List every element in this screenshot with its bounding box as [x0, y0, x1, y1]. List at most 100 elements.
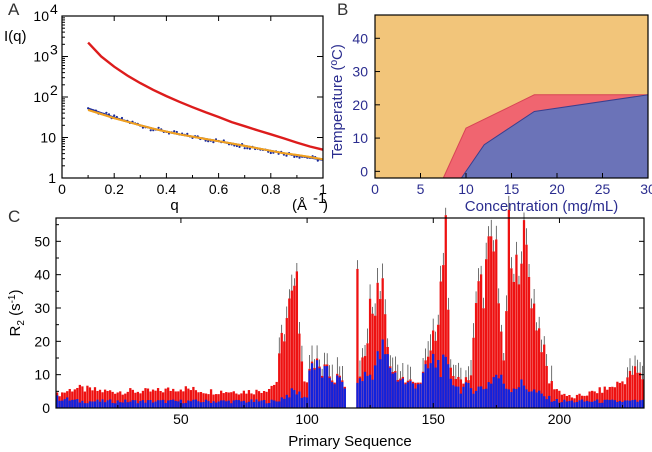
bar-red — [621, 381, 624, 408]
bar-red — [81, 386, 84, 408]
x-tick-label: 15 — [504, 181, 520, 197]
bar-blue — [596, 399, 599, 408]
bar-red — [240, 393, 243, 408]
bar-blue — [474, 390, 478, 408]
bar-blue — [96, 399, 99, 408]
bar-blue — [124, 399, 127, 408]
bar-blue — [563, 399, 566, 408]
bar-blue — [394, 372, 397, 408]
bar-red — [136, 391, 140, 408]
bar-blue — [434, 367, 437, 408]
bar-blue — [585, 400, 589, 408]
bar-blue — [194, 399, 198, 408]
bar-blue — [275, 401, 278, 408]
bar-red — [119, 391, 122, 408]
bar-blue — [222, 400, 225, 408]
bar-red — [184, 386, 187, 408]
bar-blue — [467, 382, 470, 408]
bar-blue — [459, 393, 463, 408]
bar-red — [227, 392, 230, 408]
bar-red — [126, 391, 129, 408]
bar-red — [303, 381, 306, 408]
bar-red — [88, 387, 92, 408]
bar-red — [601, 392, 604, 408]
y-axis-label: I(q) — [4, 28, 27, 45]
bar-red — [356, 268, 359, 408]
bar-red — [91, 390, 94, 408]
bar-blue — [235, 399, 238, 408]
bar-red — [507, 209, 510, 408]
bar-blue — [482, 389, 485, 408]
series-line-1 — [87, 107, 324, 161]
y-axis-label: Temperature (ºC) — [329, 44, 346, 159]
bar-blue — [406, 382, 410, 408]
bar-red — [232, 391, 235, 408]
y-tick-label: 30 — [352, 64, 368, 80]
bar-blue — [613, 400, 616, 408]
bar-blue — [548, 395, 551, 408]
bar-blue — [373, 365, 377, 408]
bar-blue — [121, 402, 124, 408]
bar-blue — [262, 400, 266, 408]
bar-blue — [570, 400, 574, 408]
bar-blue — [424, 364, 427, 408]
data-point — [212, 141, 215, 144]
y-tick-exponent: 4 — [50, 1, 58, 17]
bar-blue — [606, 399, 609, 408]
bar-red — [197, 392, 200, 408]
bar-red — [290, 290, 293, 408]
data-point — [105, 111, 108, 114]
bar-blue — [56, 395, 59, 408]
bar-blue — [252, 401, 256, 408]
bar-red — [278, 353, 281, 408]
bar-red — [202, 393, 205, 408]
bar-red — [305, 382, 309, 408]
bar-red — [96, 390, 99, 408]
bar-blue — [232, 400, 235, 408]
bar-blue — [371, 379, 374, 408]
bar-blue — [389, 367, 392, 408]
x-tick-label: 20 — [549, 181, 565, 197]
bar-blue — [326, 366, 329, 408]
bar-blue — [111, 402, 114, 408]
bar-blue — [278, 401, 281, 408]
bar-blue — [83, 403, 87, 408]
bar-blue — [103, 402, 107, 408]
bar-red — [192, 386, 195, 408]
bar-blue — [177, 401, 180, 408]
bar-red — [545, 365, 548, 408]
bar-blue — [545, 399, 548, 408]
x-tick-label: 50 — [173, 411, 189, 427]
bar-blue — [227, 400, 230, 408]
bar-red — [495, 239, 498, 408]
bar-blue — [308, 370, 311, 408]
bar-blue — [98, 401, 102, 408]
data-point — [186, 132, 189, 135]
bar-blue — [237, 400, 240, 408]
bar-blue — [109, 399, 112, 408]
x-tick-label: 1 — [319, 181, 327, 197]
bar-blue — [217, 401, 220, 408]
y-axis-label-part: 2 — [16, 320, 27, 326]
data-point — [113, 114, 116, 117]
bar-red — [156, 388, 160, 408]
bar-red — [487, 236, 490, 408]
bar-red — [106, 390, 109, 408]
bar-blue — [295, 394, 299, 408]
bar-blue — [305, 397, 309, 408]
bar-blue — [204, 399, 208, 408]
bar-blue — [184, 403, 187, 408]
bar-red — [548, 383, 551, 408]
chart-c: 50 100 150 200 0 10 20 30 40 50 Primary Sequence R2… — [7, 195, 645, 450]
y-tick-label: 10 — [33, 89, 49, 105]
bar-blue — [462, 386, 465, 408]
bar-blue — [598, 402, 601, 408]
bar-red — [230, 392, 233, 408]
bar-blue — [583, 401, 586, 408]
bar-blue — [187, 400, 190, 408]
bar-red — [194, 390, 198, 408]
bar-blue — [154, 401, 157, 408]
x-tick-label: 200 — [548, 411, 572, 427]
bar-blue — [81, 400, 84, 408]
bar-blue — [126, 402, 129, 408]
